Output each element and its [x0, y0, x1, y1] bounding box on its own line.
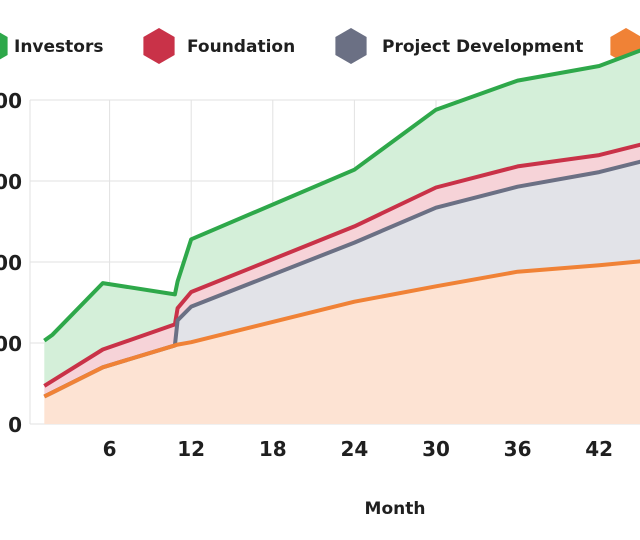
- series-4-area: [44, 261, 640, 424]
- foundation-area: [44, 144, 640, 397]
- areas: [44, 50, 640, 424]
- y-tick-label: 00: [0, 332, 22, 356]
- x-tick-label: 30: [422, 437, 450, 461]
- x-tick-labels: 6 12 18 24 30 36 42: [103, 437, 613, 461]
- investors-line: [43, 48, 640, 343]
- legend-label: Project Development: [382, 37, 583, 57]
- hexagon-icon: [335, 28, 367, 64]
- x-tick-label: 6: [103, 437, 117, 461]
- hexagon-icon: [0, 32, 8, 60]
- y-tick-label: 00: [0, 89, 22, 113]
- x-tick-label: 36: [504, 437, 532, 461]
- foundation-line: [43, 142, 640, 388]
- legend-item-investors[interactable]: Investors: [0, 28, 103, 64]
- project-development-area: [44, 161, 640, 397]
- hexagon-icon: [143, 28, 175, 64]
- lines: [43, 48, 640, 399]
- legend-label: Foundation: [187, 37, 295, 57]
- y-tick-label: 0: [8, 413, 22, 437]
- legend-item-project-development[interactable]: Project Development: [335, 28, 583, 64]
- y-tick-label: 00: [0, 251, 22, 275]
- x-tick-label: 18: [259, 437, 287, 461]
- investors-area: [44, 50, 640, 386]
- x-axis-title: Month: [365, 499, 426, 519]
- series-4-line: [43, 259, 640, 399]
- legend: Investors Foundation Project Development: [0, 28, 640, 64]
- x-tick-label: 42: [585, 437, 613, 461]
- x-tick-label: 12: [177, 437, 205, 461]
- y-tick-label: 00: [0, 170, 22, 194]
- legend-item-foundation[interactable]: Foundation: [143, 28, 295, 64]
- x-tick-label: 24: [340, 437, 368, 461]
- legend-label: Investors: [14, 37, 103, 57]
